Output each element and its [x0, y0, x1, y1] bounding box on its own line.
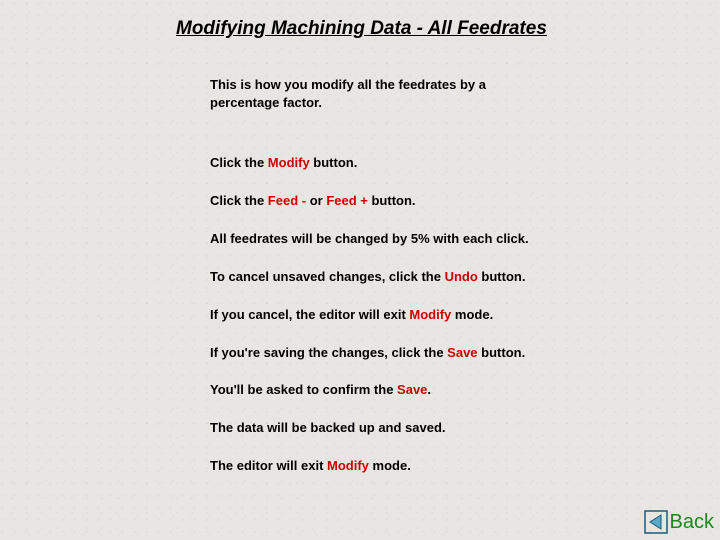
- highlighted-term: Save: [397, 382, 427, 397]
- step-line: Click the Feed - or Feed + button.: [210, 193, 540, 210]
- step-line: You'll be asked to confirm the Save.: [210, 382, 540, 399]
- content-area: This is how you modify all the feedrates…: [0, 40, 540, 475]
- back-button[interactable]: Back: [644, 510, 714, 534]
- step-line: The editor will exit Modify mode.: [210, 458, 540, 475]
- step-text: Click the: [210, 193, 268, 208]
- highlighted-term: Modify: [268, 155, 310, 170]
- step-text: or: [306, 193, 326, 208]
- back-label: Back: [670, 511, 714, 534]
- step-line: The data will be backed up and saved.: [210, 420, 540, 437]
- step-text: To cancel unsaved changes, click the: [210, 269, 445, 284]
- step-text: button.: [310, 155, 358, 170]
- step-text: mode.: [451, 307, 493, 322]
- step-text: The editor will exit: [210, 458, 327, 473]
- step-text: All feedrates will be changed by 5% with…: [210, 231, 529, 246]
- step-line: If you're saving the changes, click the …: [210, 345, 540, 362]
- highlighted-term: Feed +: [326, 193, 368, 208]
- step-text: button.: [478, 345, 526, 360]
- step-text: If you're saving the changes, click the: [210, 345, 447, 360]
- page-title: Modifying Machining Data - All Feedrates: [0, 0, 720, 40]
- step-text: If you cancel, the editor will exit: [210, 307, 409, 322]
- step-line: Click the Modify button.: [210, 155, 540, 172]
- steps-list: Click the Modify button.Click the Feed -…: [210, 155, 540, 475]
- step-line: If you cancel, the editor will exit Modi…: [210, 307, 540, 324]
- intro-text: This is how you modify all the feedrates…: [210, 76, 540, 111]
- highlighted-term: Undo: [445, 269, 478, 284]
- step-text: Click the: [210, 155, 268, 170]
- step-text: .: [427, 382, 431, 397]
- step-line: All feedrates will be changed by 5% with…: [210, 231, 540, 248]
- step-text: You'll be asked to confirm the: [210, 382, 397, 397]
- step-line: To cancel unsaved changes, click the Und…: [210, 269, 540, 286]
- step-text: button.: [368, 193, 416, 208]
- step-text: The data will be backed up and saved.: [210, 420, 446, 435]
- step-text: button.: [478, 269, 526, 284]
- step-text: mode.: [369, 458, 411, 473]
- highlighted-term: Save: [447, 345, 477, 360]
- highlighted-term: Feed -: [268, 193, 306, 208]
- highlighted-term: Modify: [409, 307, 451, 322]
- highlighted-term: Modify: [327, 458, 369, 473]
- back-arrow-icon: [644, 510, 668, 534]
